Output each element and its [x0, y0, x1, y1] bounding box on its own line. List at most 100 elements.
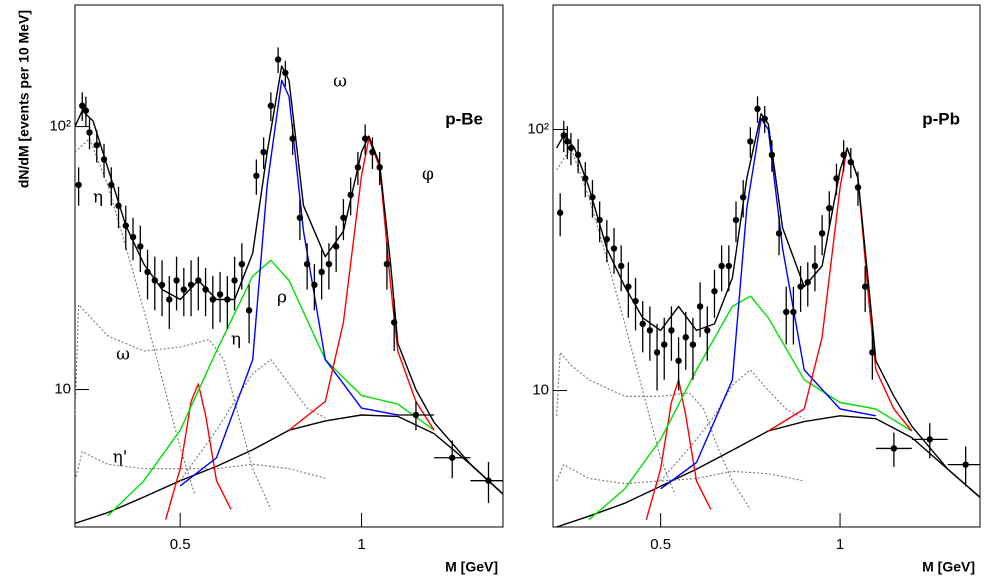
data-point [289, 135, 296, 142]
data-point [675, 357, 682, 364]
x-axis-label: M [GeV] [445, 559, 498, 575]
data-point [790, 308, 797, 316]
curve [588, 295, 913, 521]
curve [75, 451, 326, 481]
data-point [732, 216, 740, 224]
data-point [818, 230, 826, 237]
data-point [253, 172, 260, 179]
y-tick-label: 10² [527, 120, 549, 137]
data-point [361, 135, 369, 142]
curve [165, 383, 232, 520]
y-axis-label: dN/dM [events per 10 MeV] [16, 10, 32, 188]
data-point [804, 279, 811, 286]
data-point [711, 288, 718, 295]
data-point [747, 138, 754, 145]
data-point [661, 341, 668, 348]
data-point [383, 260, 391, 268]
panel-label: p-Be [445, 109, 483, 128]
data-point [115, 202, 122, 209]
curve [75, 304, 272, 510]
data-point [449, 454, 456, 461]
panel-label: p-Pb [922, 109, 960, 128]
data-point [739, 194, 747, 201]
data-point [195, 277, 202, 284]
data-point [926, 436, 933, 443]
data-point [761, 115, 768, 122]
data-point [166, 296, 173, 303]
data-point [238, 260, 246, 268]
data-point [318, 268, 325, 276]
data-point [86, 129, 93, 136]
curve [556, 147, 676, 495]
data-point [282, 69, 289, 77]
data-point [768, 151, 776, 159]
annotation: η [93, 188, 103, 208]
data-point [187, 281, 195, 289]
data-point [231, 277, 238, 284]
plot-frame [552, 4, 981, 528]
data-point [100, 156, 108, 163]
curve [179, 79, 398, 487]
plot-frame [74, 4, 504, 528]
data-point [754, 105, 761, 113]
data-point [93, 141, 100, 149]
data-point [122, 222, 129, 229]
data-point [704, 327, 711, 334]
panel: 10 10² 0.5 1 M [GeV] p-Pb [527, 4, 981, 575]
data-point [556, 209, 564, 216]
x-axis-label: M [GeV] [922, 559, 975, 575]
x-tick-label: 0.5 [650, 536, 671, 553]
annotation: ω [333, 72, 347, 92]
curve [179, 359, 326, 482]
data-point [209, 296, 217, 303]
data-point [137, 243, 144, 250]
annotation: η' [113, 448, 128, 468]
data-point [144, 268, 151, 276]
data-point [962, 461, 969, 468]
data-point [296, 214, 304, 221]
data-point [890, 445, 898, 452]
y-tick-label: 10 [54, 380, 71, 397]
data-point [696, 303, 704, 310]
data-point [347, 191, 354, 199]
data-point [811, 262, 819, 270]
data-point [485, 477, 492, 484]
data-point [224, 296, 231, 303]
data-point [158, 281, 166, 289]
data-point [689, 341, 697, 348]
curve [645, 379, 712, 520]
data-point [653, 349, 661, 356]
data-point [567, 144, 575, 152]
data-point [847, 158, 855, 166]
data-point [151, 277, 158, 284]
annotation: ρ [277, 288, 287, 308]
x-tick-label: 1 [836, 536, 844, 553]
data-point [311, 281, 318, 289]
y-tick-label: 10² [49, 118, 71, 135]
data-point [861, 283, 869, 290]
data-point [260, 148, 267, 156]
data-point [617, 262, 625, 270]
plot-area [555, 96, 980, 527]
annotation: φ [422, 165, 434, 185]
data-point [79, 102, 86, 109]
panel: 10 10² 0.5 1 M [GeV] dN/dM [events per 10 MeV… [16, 4, 504, 575]
data-point [718, 262, 725, 270]
data-point [596, 216, 603, 224]
y-tick-label: 10 [532, 381, 549, 398]
data-point [390, 319, 398, 326]
x-tick-label: 0.5 [170, 536, 191, 553]
curve [555, 113, 980, 498]
data-point [589, 194, 596, 201]
data-point [725, 262, 733, 270]
plot-area [75, 47, 503, 524]
x-tick-label: 1 [357, 536, 365, 553]
data-point [564, 138, 571, 145]
curve [660, 369, 805, 482]
data-point [412, 411, 420, 419]
data-point [610, 245, 618, 252]
data-point [582, 175, 589, 182]
curve [288, 137, 435, 431]
data-point [682, 334, 689, 341]
data-point [369, 148, 376, 156]
